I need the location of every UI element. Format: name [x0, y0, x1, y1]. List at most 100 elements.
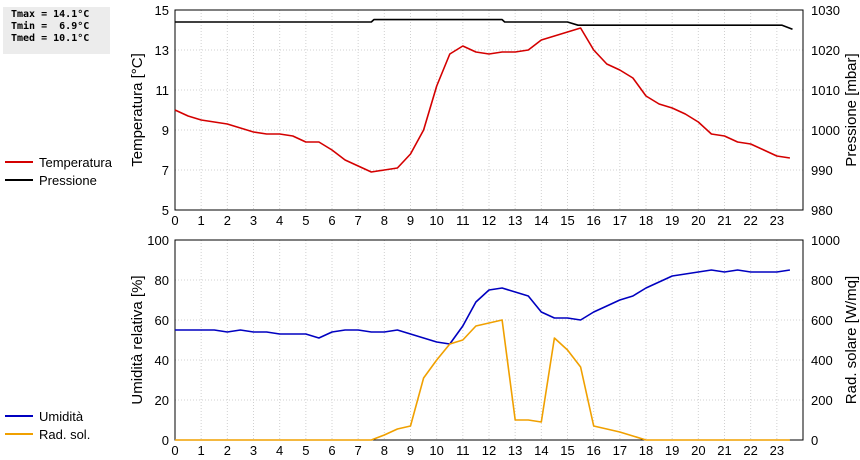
- y-tick-label-right: 800: [811, 273, 833, 288]
- y-tick-label-left: 15: [155, 3, 169, 18]
- legend-label-rad-sol: Rad. sol.: [39, 426, 91, 442]
- x-tick-label: 12: [482, 213, 496, 228]
- x-tick-label: 2: [224, 443, 231, 458]
- x-tick-label: 16: [586, 443, 600, 458]
- y-tick-label-right: 1000: [811, 233, 840, 248]
- y-tick-label-right: 1020: [811, 43, 840, 58]
- x-tick-label: 18: [639, 213, 653, 228]
- x-tick-label: 20: [691, 443, 705, 458]
- x-tick-label: 23: [770, 443, 784, 458]
- y-tick-label-left: 20: [155, 393, 169, 408]
- x-tick-label: 20: [691, 213, 705, 228]
- x-tick-label: 0: [171, 213, 178, 228]
- y-tick-label-right: 1000: [811, 123, 840, 138]
- legend-bottom: Umidità Rad. sol.: [5, 407, 90, 443]
- legend-swatch-temperatura: [5, 161, 33, 163]
- series-line-temperatura: [174, 27, 791, 173]
- x-tick-label: 19: [665, 213, 679, 228]
- x-tick-label: 1: [198, 443, 205, 458]
- x-tick-label: 23: [770, 213, 784, 228]
- x-tick-label: 11: [456, 443, 470, 458]
- x-tick-label: 6: [328, 443, 335, 458]
- series-line-rad-sol: [175, 319, 790, 441]
- x-tick-label: 8: [381, 443, 388, 458]
- tmax-text: Tmax = 14.1°C: [11, 9, 90, 20]
- y-tick-label-right: 600: [811, 313, 833, 328]
- x-tick-label: 14: [534, 443, 548, 458]
- y-tick-label-left: 100: [147, 233, 169, 248]
- x-tick-label: 17: [613, 213, 627, 228]
- x-tick-label: 15: [560, 213, 574, 228]
- y-tick-label-right: 0: [811, 433, 818, 448]
- x-tick-label: 22: [743, 213, 757, 228]
- legend-item-pressione: Pressione: [5, 171, 112, 189]
- x-tick-label: 16: [586, 213, 600, 228]
- y-axis-label-left: Temperatura [°C]: [129, 53, 146, 167]
- legend-label-umidita: Umidità: [39, 408, 84, 424]
- x-tick-label: 14: [534, 213, 548, 228]
- y-tick-label-right: 1010: [811, 83, 840, 98]
- legend-item-rad-sol: Rad. sol.: [5, 425, 90, 443]
- legend-item-temperatura: Temperatura: [5, 153, 112, 171]
- series-line-pressione: [175, 18, 793, 30]
- y-tick-label-left: 80: [155, 273, 169, 288]
- x-tick-label: 8: [381, 213, 388, 228]
- x-tick-label: 5: [302, 443, 309, 458]
- x-tick-label: 22: [743, 443, 757, 458]
- y-tick-label-left: 5: [162, 203, 169, 218]
- plot-frame: [174, 239, 804, 441]
- y-tick-label-right: 1030: [811, 3, 840, 18]
- y-tick-label-left: 0: [162, 433, 169, 448]
- x-tick-label: 5: [302, 213, 309, 228]
- x-tick-label: 6: [328, 213, 335, 228]
- legend-top: Temperatura Pressione: [5, 153, 112, 189]
- x-tick-label: 11: [456, 213, 470, 228]
- legend-item-umidita: Umidità: [5, 407, 90, 425]
- series-line-umidit: [175, 269, 791, 345]
- x-tick-label: 3: [250, 213, 257, 228]
- x-tick-label: 21: [717, 443, 731, 458]
- x-tick-label: 13: [508, 213, 522, 228]
- x-tick-label: 21: [717, 213, 731, 228]
- y-tick-label-right: 400: [811, 353, 833, 368]
- stats-box: Tmax = 14.1°C Tmin = 6.9°C Tmed = 10.1°C: [3, 7, 110, 54]
- legend-swatch-pressione: [5, 179, 33, 181]
- x-tick-label: 3: [250, 443, 257, 458]
- tmed-text: Tmed = 10.1°C: [11, 33, 90, 44]
- x-tick-label: 13: [508, 443, 522, 458]
- x-tick-label: 9: [407, 443, 414, 458]
- x-tick-label: 17: [613, 443, 627, 458]
- y-axis-label-right: Rad. solare [W/mq]: [843, 276, 860, 404]
- y-axis-label-right: Pressione [mbar]: [843, 53, 860, 166]
- legend-swatch-rad-sol: [5, 433, 33, 435]
- y-tick-label-left: 9: [162, 123, 169, 138]
- x-tick-label: 4: [276, 443, 283, 458]
- y-axis-label-left: Umidità relativa [%]: [129, 275, 146, 404]
- x-tick-label: 10: [429, 443, 443, 458]
- x-tick-label: 7: [355, 443, 362, 458]
- x-tick-label: 12: [482, 443, 496, 458]
- x-tick-label: 1: [198, 213, 205, 228]
- x-tick-label: 10: [429, 213, 443, 228]
- y-tick-label-right: 200: [811, 393, 833, 408]
- legend-swatch-umidita: [5, 415, 33, 417]
- x-tick-label: 7: [355, 213, 362, 228]
- x-tick-label: 15: [560, 443, 574, 458]
- legend-label-pressione: Pressione: [39, 172, 97, 188]
- y-tick-label-left: 13: [155, 43, 169, 58]
- y-tick-label-left: 7: [162, 163, 169, 178]
- x-tick-label: 0: [171, 443, 178, 458]
- y-tick-label-left: 60: [155, 313, 169, 328]
- x-tick-label: 4: [276, 213, 283, 228]
- y-tick-label-left: 40: [155, 353, 169, 368]
- tmin-text: Tmin = 6.9°C: [11, 21, 90, 32]
- y-tick-label-right: 990: [811, 163, 833, 178]
- x-tick-label: 18: [639, 443, 653, 458]
- y-tick-label-right: 980: [811, 203, 833, 218]
- x-tick-label: 9: [407, 213, 414, 228]
- x-tick-label: 2: [224, 213, 231, 228]
- y-tick-label-left: 11: [156, 83, 170, 98]
